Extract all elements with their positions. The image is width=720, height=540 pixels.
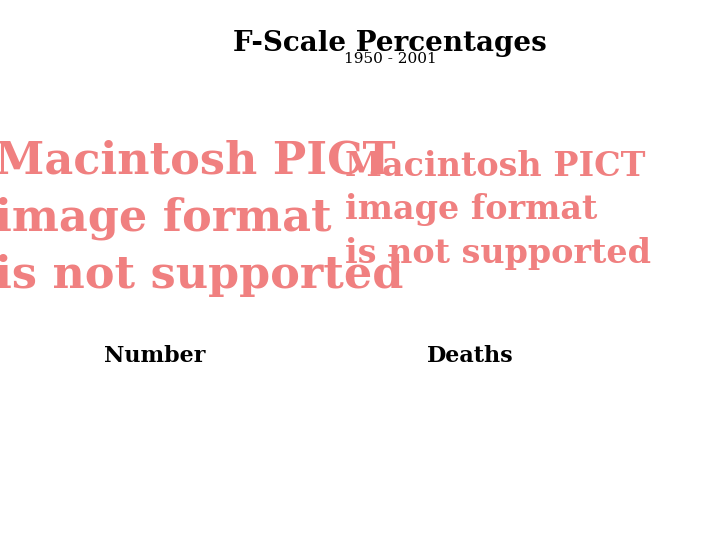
- Text: Deaths: Deaths: [427, 345, 513, 367]
- Text: 1950 - 2001: 1950 - 2001: [343, 52, 436, 66]
- Text: Macintosh PICT
image format
is not supported: Macintosh PICT image format is not suppo…: [0, 140, 403, 296]
- Text: F-Scale Percentages: F-Scale Percentages: [233, 30, 547, 57]
- Text: Macintosh PICT
image format
is not supported: Macintosh PICT image format is not suppo…: [345, 150, 651, 270]
- Text: Number: Number: [104, 345, 206, 367]
